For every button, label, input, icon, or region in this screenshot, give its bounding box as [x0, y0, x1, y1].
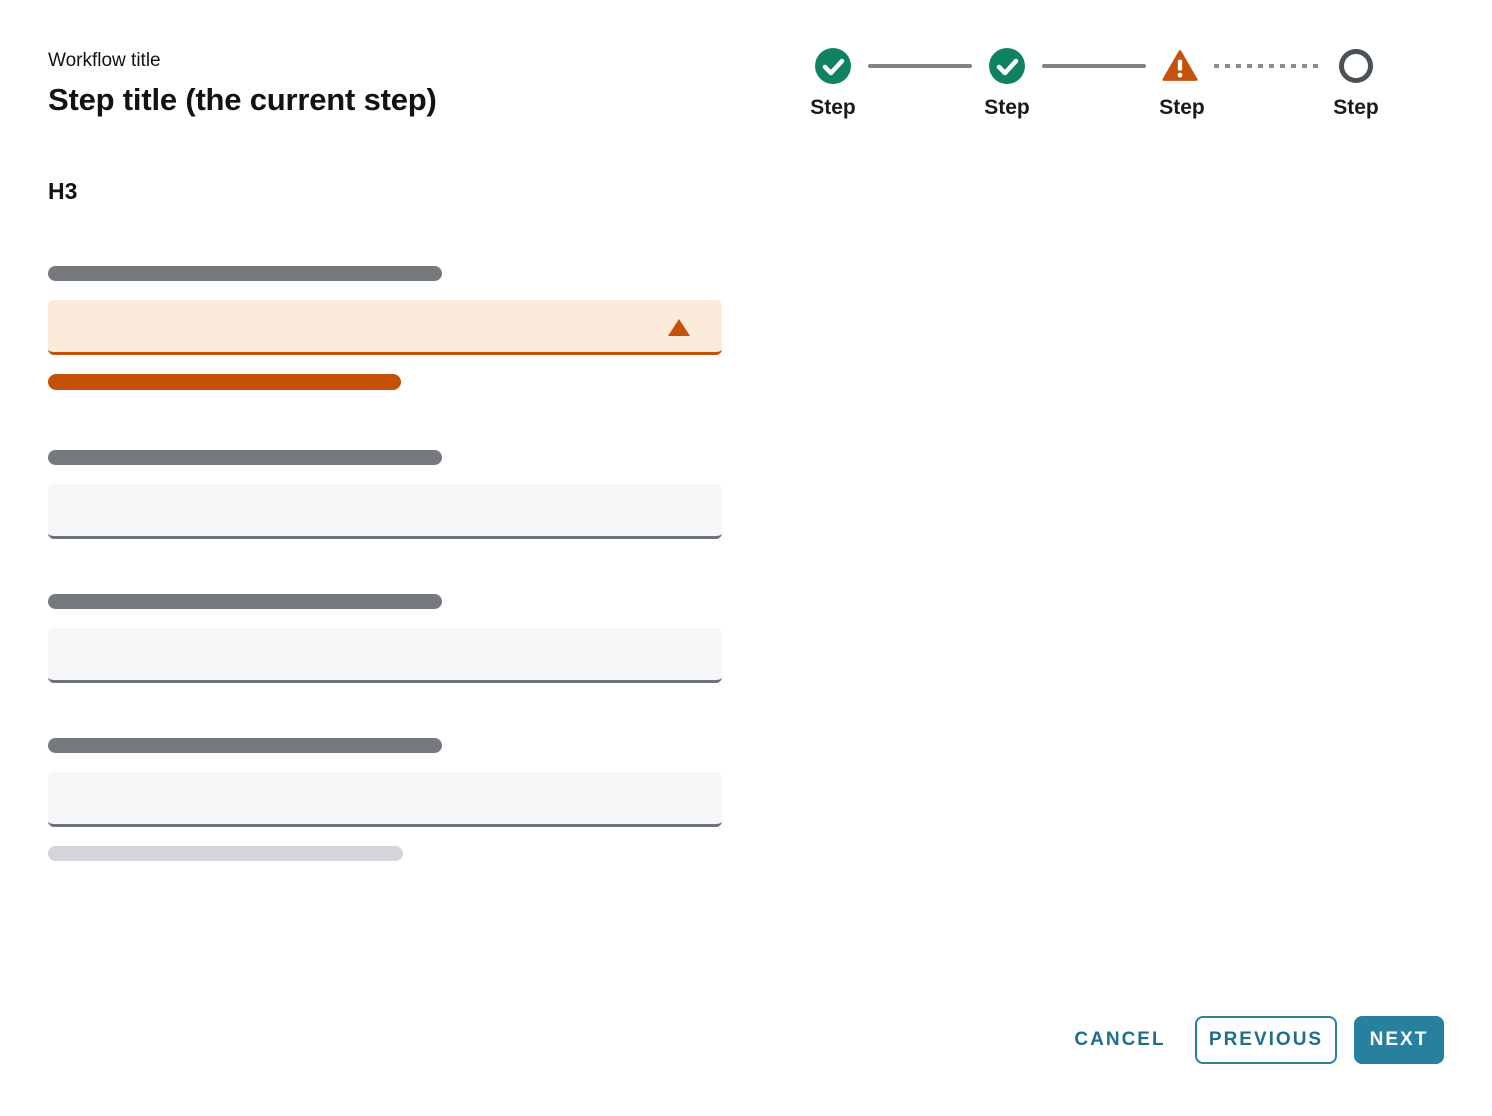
helper-text-skeleton	[48, 846, 403, 861]
step-label: Step	[1333, 96, 1379, 119]
step-connector-solid	[868, 64, 972, 68]
cancel-button[interactable]: CANCEL	[1060, 1016, 1180, 1064]
field-label-skeleton	[48, 594, 442, 609]
check-circle-icon	[989, 48, 1025, 84]
field-label-skeleton	[48, 266, 442, 281]
check-circle-icon	[815, 48, 851, 84]
text-input-error[interactable]	[48, 300, 722, 355]
step-connector-dotted	[1214, 64, 1322, 68]
workflow-title: Workflow title	[48, 50, 161, 71]
error-triangle-icon	[668, 319, 690, 336]
step-label: Step	[1159, 96, 1205, 119]
error-message-skeleton	[48, 374, 401, 390]
step-label: Step	[810, 96, 856, 119]
text-input[interactable]	[48, 628, 722, 683]
next-button[interactable]: NEXT	[1354, 1016, 1444, 1064]
empty-circle-icon	[1339, 49, 1373, 83]
step-connector-solid	[1042, 64, 1146, 68]
warning-triangle-icon	[1162, 48, 1198, 84]
text-input[interactable]	[48, 772, 722, 827]
field-label-skeleton	[48, 450, 442, 465]
page-title: Step title (the current step)	[48, 82, 437, 117]
section-heading: H3	[48, 178, 78, 204]
step-label: Step	[984, 96, 1030, 119]
previous-button[interactable]: PREVIOUS	[1195, 1016, 1337, 1064]
step-progress-indicator: Step Step Step Step	[0, 0, 1492, 140]
field-label-skeleton	[48, 738, 442, 753]
text-input[interactable]	[48, 484, 722, 539]
